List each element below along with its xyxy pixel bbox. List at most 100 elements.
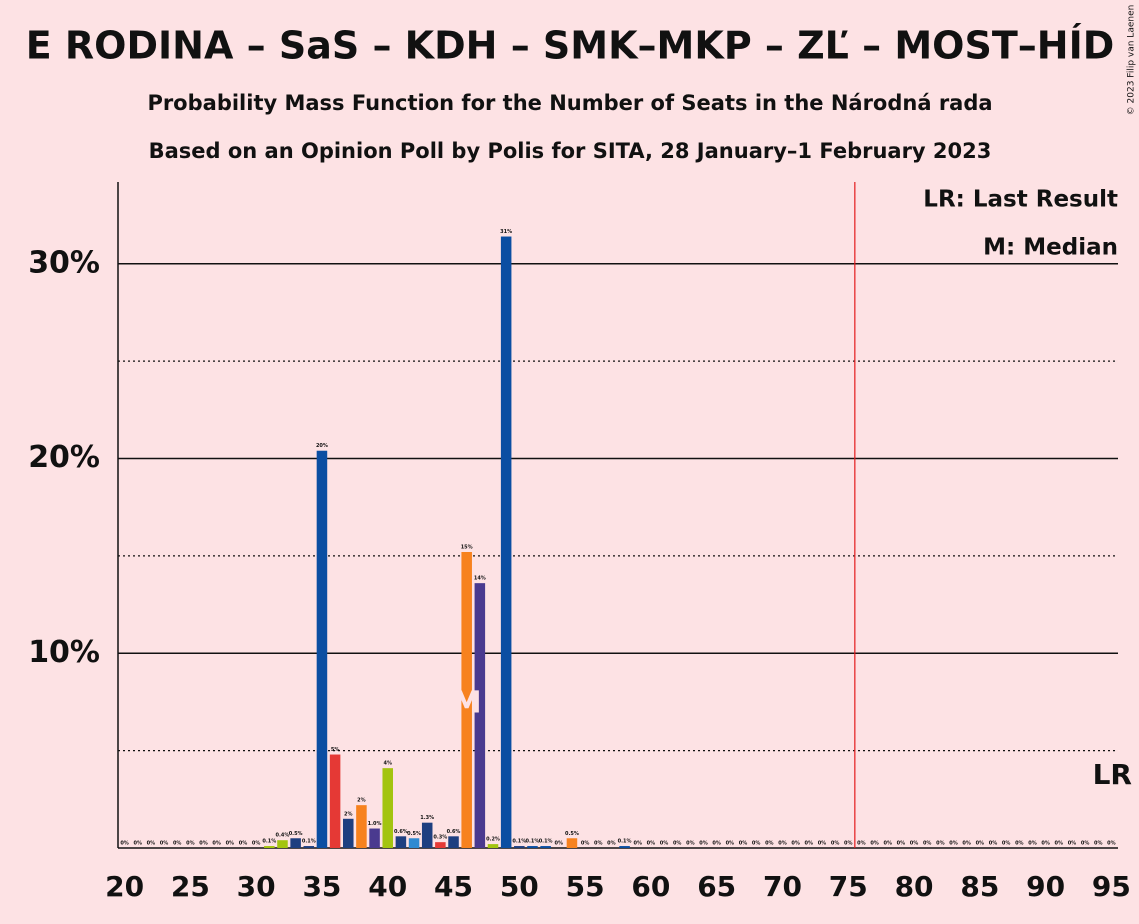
data-label: 1.0% [368, 821, 382, 827]
bar [382, 768, 393, 848]
bar [290, 838, 301, 848]
data-label: 0% [739, 841, 748, 847]
data-label: 0% [147, 841, 156, 847]
data-label: 0% [699, 841, 708, 847]
x-tick-label: 20 [105, 870, 144, 903]
data-label: 0% [647, 841, 656, 847]
data-label: 0% [976, 841, 985, 847]
data-label: 0.1% [618, 839, 632, 845]
chart-subtitle: Probability Mass Function for the Number… [147, 91, 992, 115]
data-label: 0% [910, 841, 919, 847]
median-label: M [452, 686, 482, 721]
data-label: 0% [660, 841, 669, 847]
data-label: 4% [383, 761, 392, 767]
data-label: 0% [818, 841, 827, 847]
bar [540, 846, 551, 848]
data-label: 2% [344, 811, 353, 817]
bar [461, 552, 472, 848]
data-label: 0.6% [394, 829, 408, 835]
data-label: 0% [831, 841, 840, 847]
data-label: 0.5% [289, 831, 303, 837]
data-label: 0.5% [407, 831, 421, 837]
chart-subtitle: Based on an Opinion Poll by Polis for SI… [149, 139, 992, 163]
bar [395, 836, 407, 848]
x-tick-label: 50 [500, 870, 539, 903]
bar [619, 846, 630, 848]
data-label: 0% [673, 841, 682, 847]
data-label: 0.4% [276, 833, 290, 839]
x-tick-label: 35 [302, 870, 341, 903]
x-tick-label: 25 [171, 870, 210, 903]
data-label: 0.1% [262, 839, 276, 845]
data-label: 0.5% [565, 831, 579, 837]
data-label: 5% [331, 747, 340, 753]
bar [474, 583, 486, 848]
x-tick-label: 90 [1026, 870, 1065, 903]
data-label: 0% [844, 841, 853, 847]
bar [277, 840, 288, 848]
bar [487, 844, 499, 848]
data-label: 0% [805, 841, 814, 847]
x-tick-label: 75 [829, 870, 868, 903]
data-label: 0% [581, 841, 590, 847]
y-tick-label: 10% [28, 635, 100, 670]
data-label: 0.3% [433, 835, 447, 841]
data-label: 0% [923, 841, 932, 847]
data-label: 0% [633, 841, 642, 847]
data-label: 0% [857, 841, 866, 847]
x-tick-label: 85 [960, 870, 999, 903]
data-label: 0% [989, 841, 998, 847]
data-label: 0.1% [302, 839, 316, 845]
bar [527, 846, 538, 848]
data-label: 0% [1055, 841, 1064, 847]
data-label: 0% [607, 841, 616, 847]
data-label: 0% [160, 841, 169, 847]
x-tick-label: 95 [1092, 870, 1131, 903]
bar [356, 805, 367, 848]
bar [303, 846, 315, 848]
legend-entry: LR: Last Result [923, 187, 1118, 213]
data-label: 0% [883, 841, 892, 847]
data-label: 0% [791, 841, 800, 847]
data-label: 0% [686, 841, 695, 847]
data-label: 0% [1002, 841, 1011, 847]
data-label: 0% [120, 841, 129, 847]
bar [435, 842, 446, 848]
data-label: 0% [1094, 841, 1103, 847]
data-label: 0% [1107, 841, 1116, 847]
data-label: 31% [500, 229, 512, 235]
last-result-label: LR [1093, 758, 1132, 791]
bar [500, 236, 512, 849]
data-label: 0% [1068, 841, 1077, 847]
bar [369, 828, 380, 848]
data-label: 0% [949, 841, 958, 847]
data-label: 0% [252, 841, 261, 847]
data-label: 0% [897, 841, 906, 847]
chart-title: E RODINA – SaS – KDH – SMK–MKP – ZĽ – MO… [26, 24, 1115, 68]
x-tick-label: 60 [631, 870, 670, 903]
x-tick-label: 45 [434, 870, 473, 903]
data-label: 2% [357, 798, 366, 804]
data-label: 14% [474, 576, 486, 582]
bar [448, 836, 459, 848]
data-label: 0% [173, 841, 182, 847]
x-tick-label: 65 [697, 870, 736, 903]
data-label: 0% [1041, 841, 1050, 847]
data-label: 0.1% [526, 839, 540, 845]
x-tick-label: 40 [368, 870, 407, 903]
data-label: 1.3% [420, 815, 434, 821]
data-label: 0% [712, 841, 721, 847]
bar [566, 838, 578, 848]
bar [329, 754, 341, 848]
x-tick-label: 30 [237, 870, 276, 903]
data-label: 20% [316, 443, 328, 449]
copyright: © 2023 Filip van Laenen [1127, 5, 1137, 116]
data-label: 0% [1081, 841, 1090, 847]
data-label: 0.6% [447, 829, 461, 835]
data-label: 0% [1015, 841, 1024, 847]
data-label: 0% [936, 841, 945, 847]
data-label: 0% [199, 841, 208, 847]
bar [343, 818, 354, 848]
